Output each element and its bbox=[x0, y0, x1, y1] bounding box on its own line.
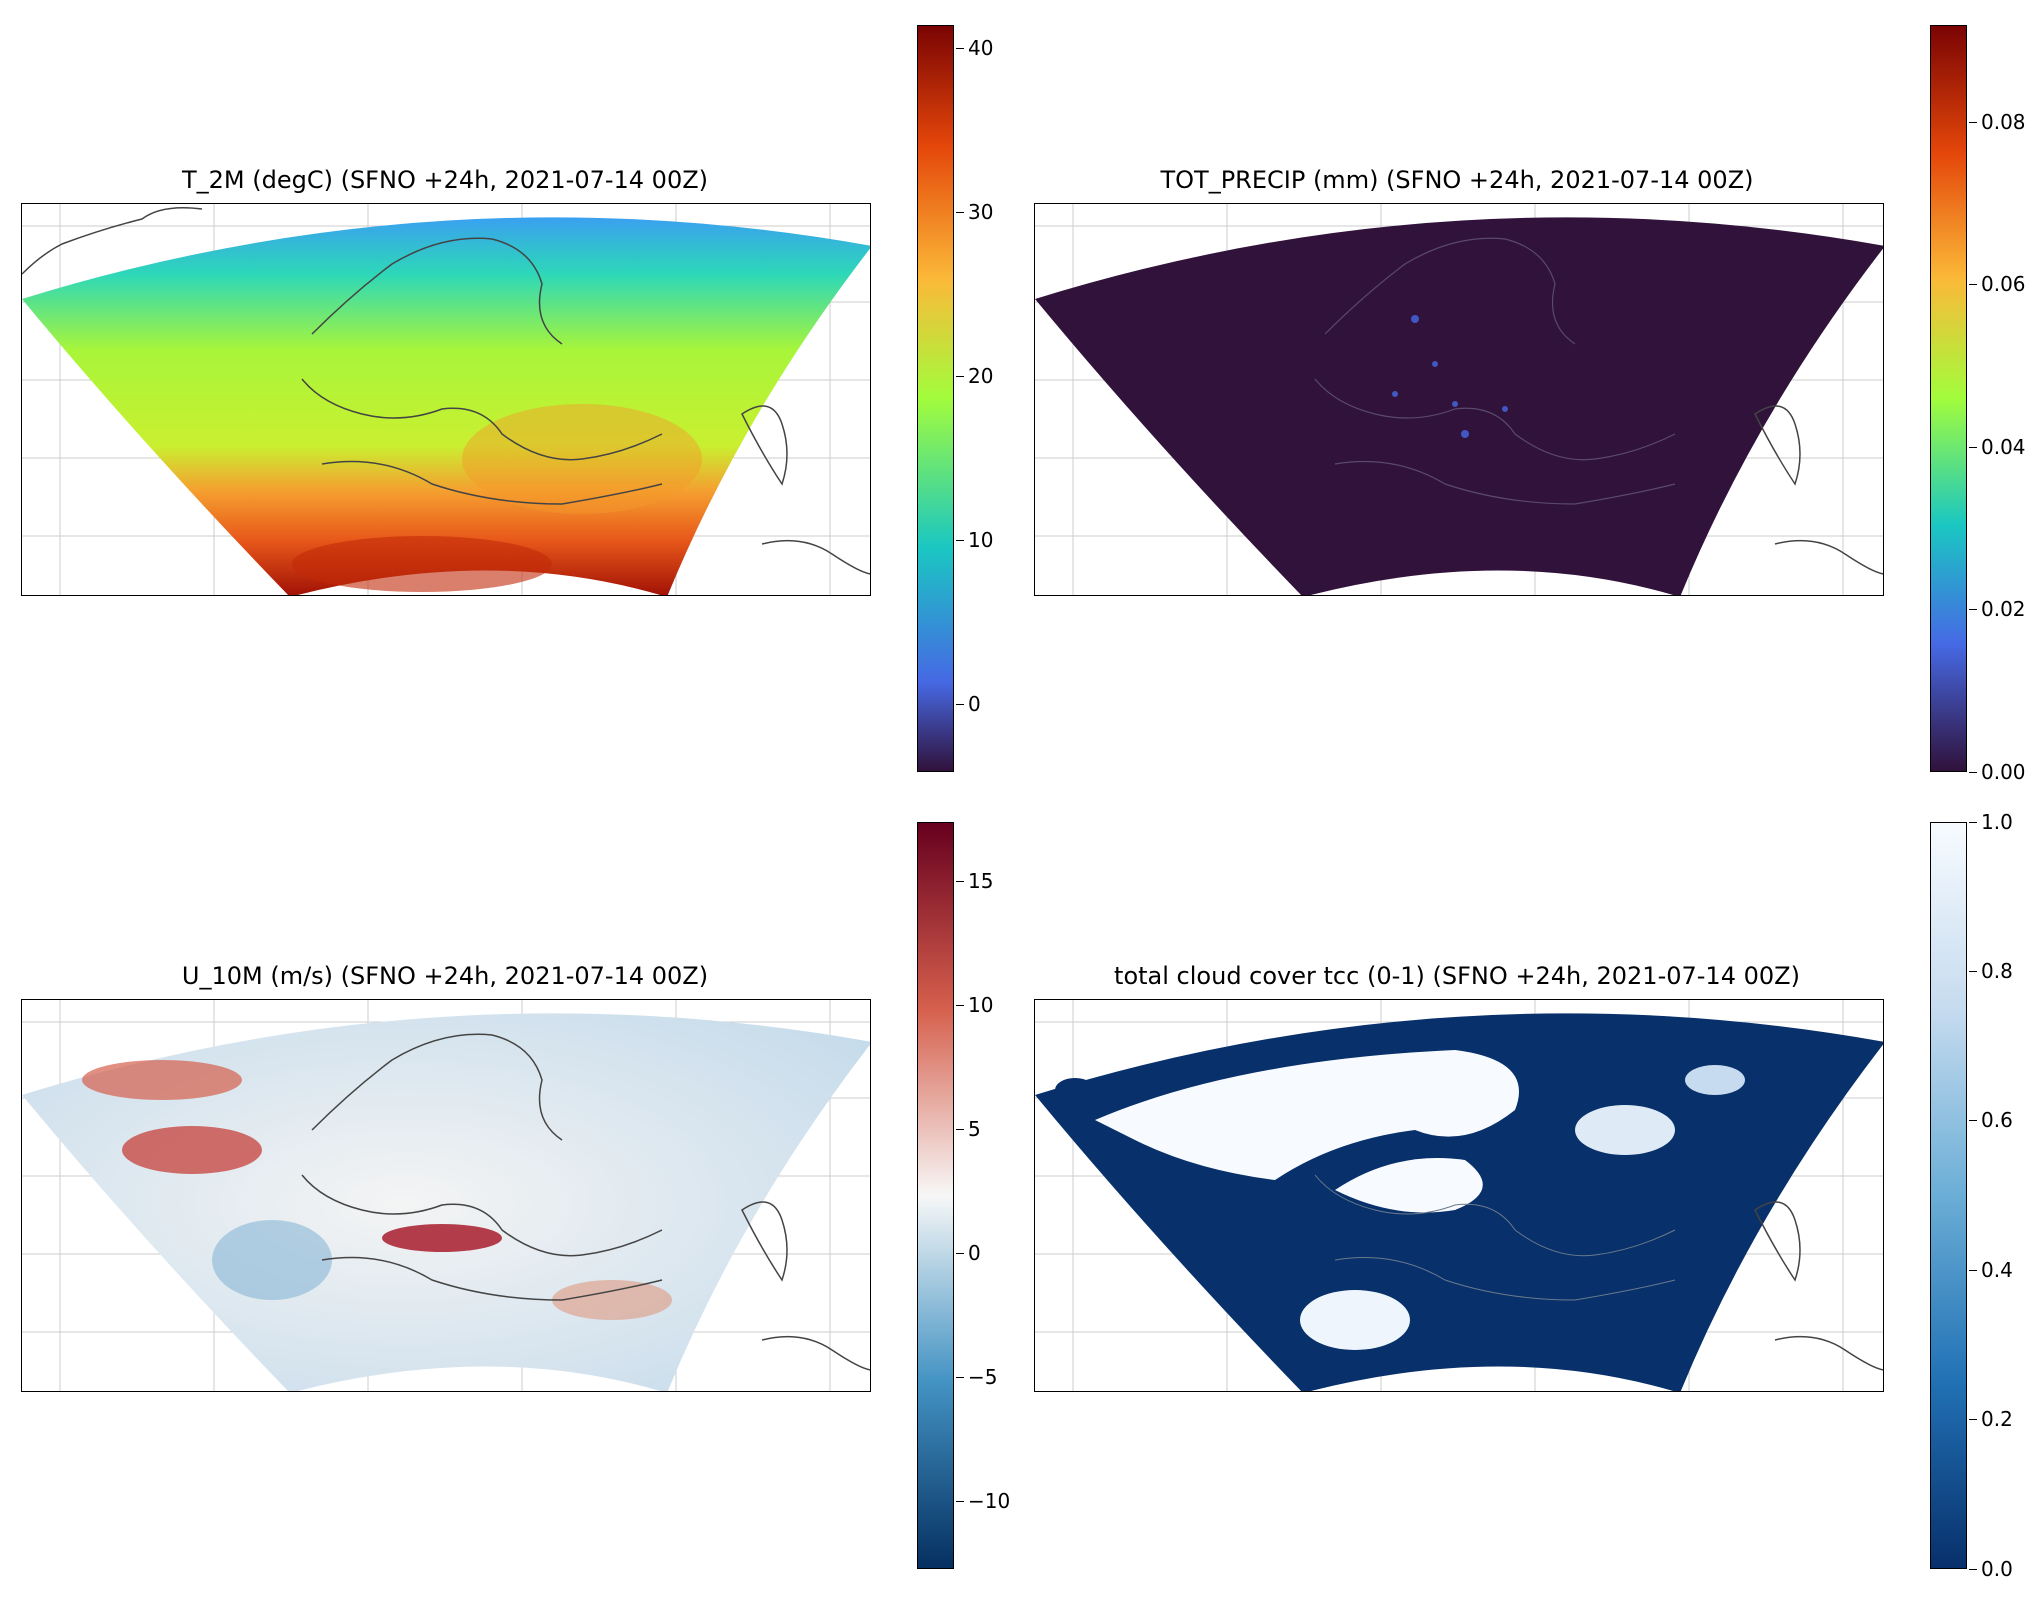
colorbar-tick: 0.08 bbox=[1969, 110, 2026, 134]
colorbar-tick: 0.04 bbox=[1969, 435, 2026, 459]
colorbar-tick: 20 bbox=[955, 364, 994, 388]
colorbar-tick: 0.2 bbox=[1969, 1407, 2013, 1431]
colorbar-tick: 0.4 bbox=[1969, 1258, 2013, 1282]
map-tcc bbox=[1034, 999, 1884, 1392]
coastline bbox=[22, 207, 870, 575]
colorbar-tick: 5 bbox=[956, 1117, 981, 1141]
colorbar-tcc bbox=[1930, 822, 1967, 1569]
colorbar-tick: 0.6 bbox=[1969, 1108, 2013, 1132]
colorbar-tick: 40 bbox=[955, 36, 994, 60]
field-t2m bbox=[22, 217, 870, 595]
panel-title: total cloud cover tcc (0-1) (SFNO +24h, … bbox=[1114, 962, 1800, 990]
colorbar-tick: 0.02 bbox=[1969, 597, 2026, 621]
colorbar-tick: 0.06 bbox=[1969, 272, 2026, 296]
colorbar-tick: 0.00 bbox=[1969, 760, 2026, 784]
colorbar-tick: 30 bbox=[955, 200, 994, 224]
colorbar-tot-precip bbox=[1930, 25, 1967, 772]
map-u10m bbox=[21, 999, 871, 1392]
panel-title: TOT_PRECIP (mm) (SFNO +24h, 2021-07-14 0… bbox=[1160, 166, 1754, 194]
panel-title: T_2M (degC) (SFNO +24h, 2021-07-14 00Z) bbox=[181, 166, 709, 194]
colorbar-tick: 0.8 bbox=[1969, 959, 2013, 983]
colorbar-tick: −5 bbox=[955, 1365, 998, 1389]
colorbar-tick: 0.0 bbox=[1969, 1557, 2013, 1581]
field-tot-precip bbox=[1035, 217, 1883, 595]
colorbar-tick: 10 bbox=[955, 528, 994, 552]
colorbar-tick: 15 bbox=[955, 869, 994, 893]
colorbar-tick: 10 bbox=[955, 993, 994, 1017]
colorbar-t2m bbox=[917, 25, 954, 772]
colorbar-u10m bbox=[917, 822, 954, 1569]
colorbar-tick: −10 bbox=[955, 1489, 1011, 1513]
panel-title: U_10M (m/s) (SFNO +24h, 2021-07-14 00Z) bbox=[181, 962, 709, 990]
colorbar-tick: 1.0 bbox=[1969, 810, 2013, 834]
colorbar-tick: 0 bbox=[956, 1241, 981, 1265]
colorbar-tick: 0 bbox=[956, 692, 981, 716]
map-t2m bbox=[21, 203, 871, 596]
map-tot-precip bbox=[1034, 203, 1884, 596]
